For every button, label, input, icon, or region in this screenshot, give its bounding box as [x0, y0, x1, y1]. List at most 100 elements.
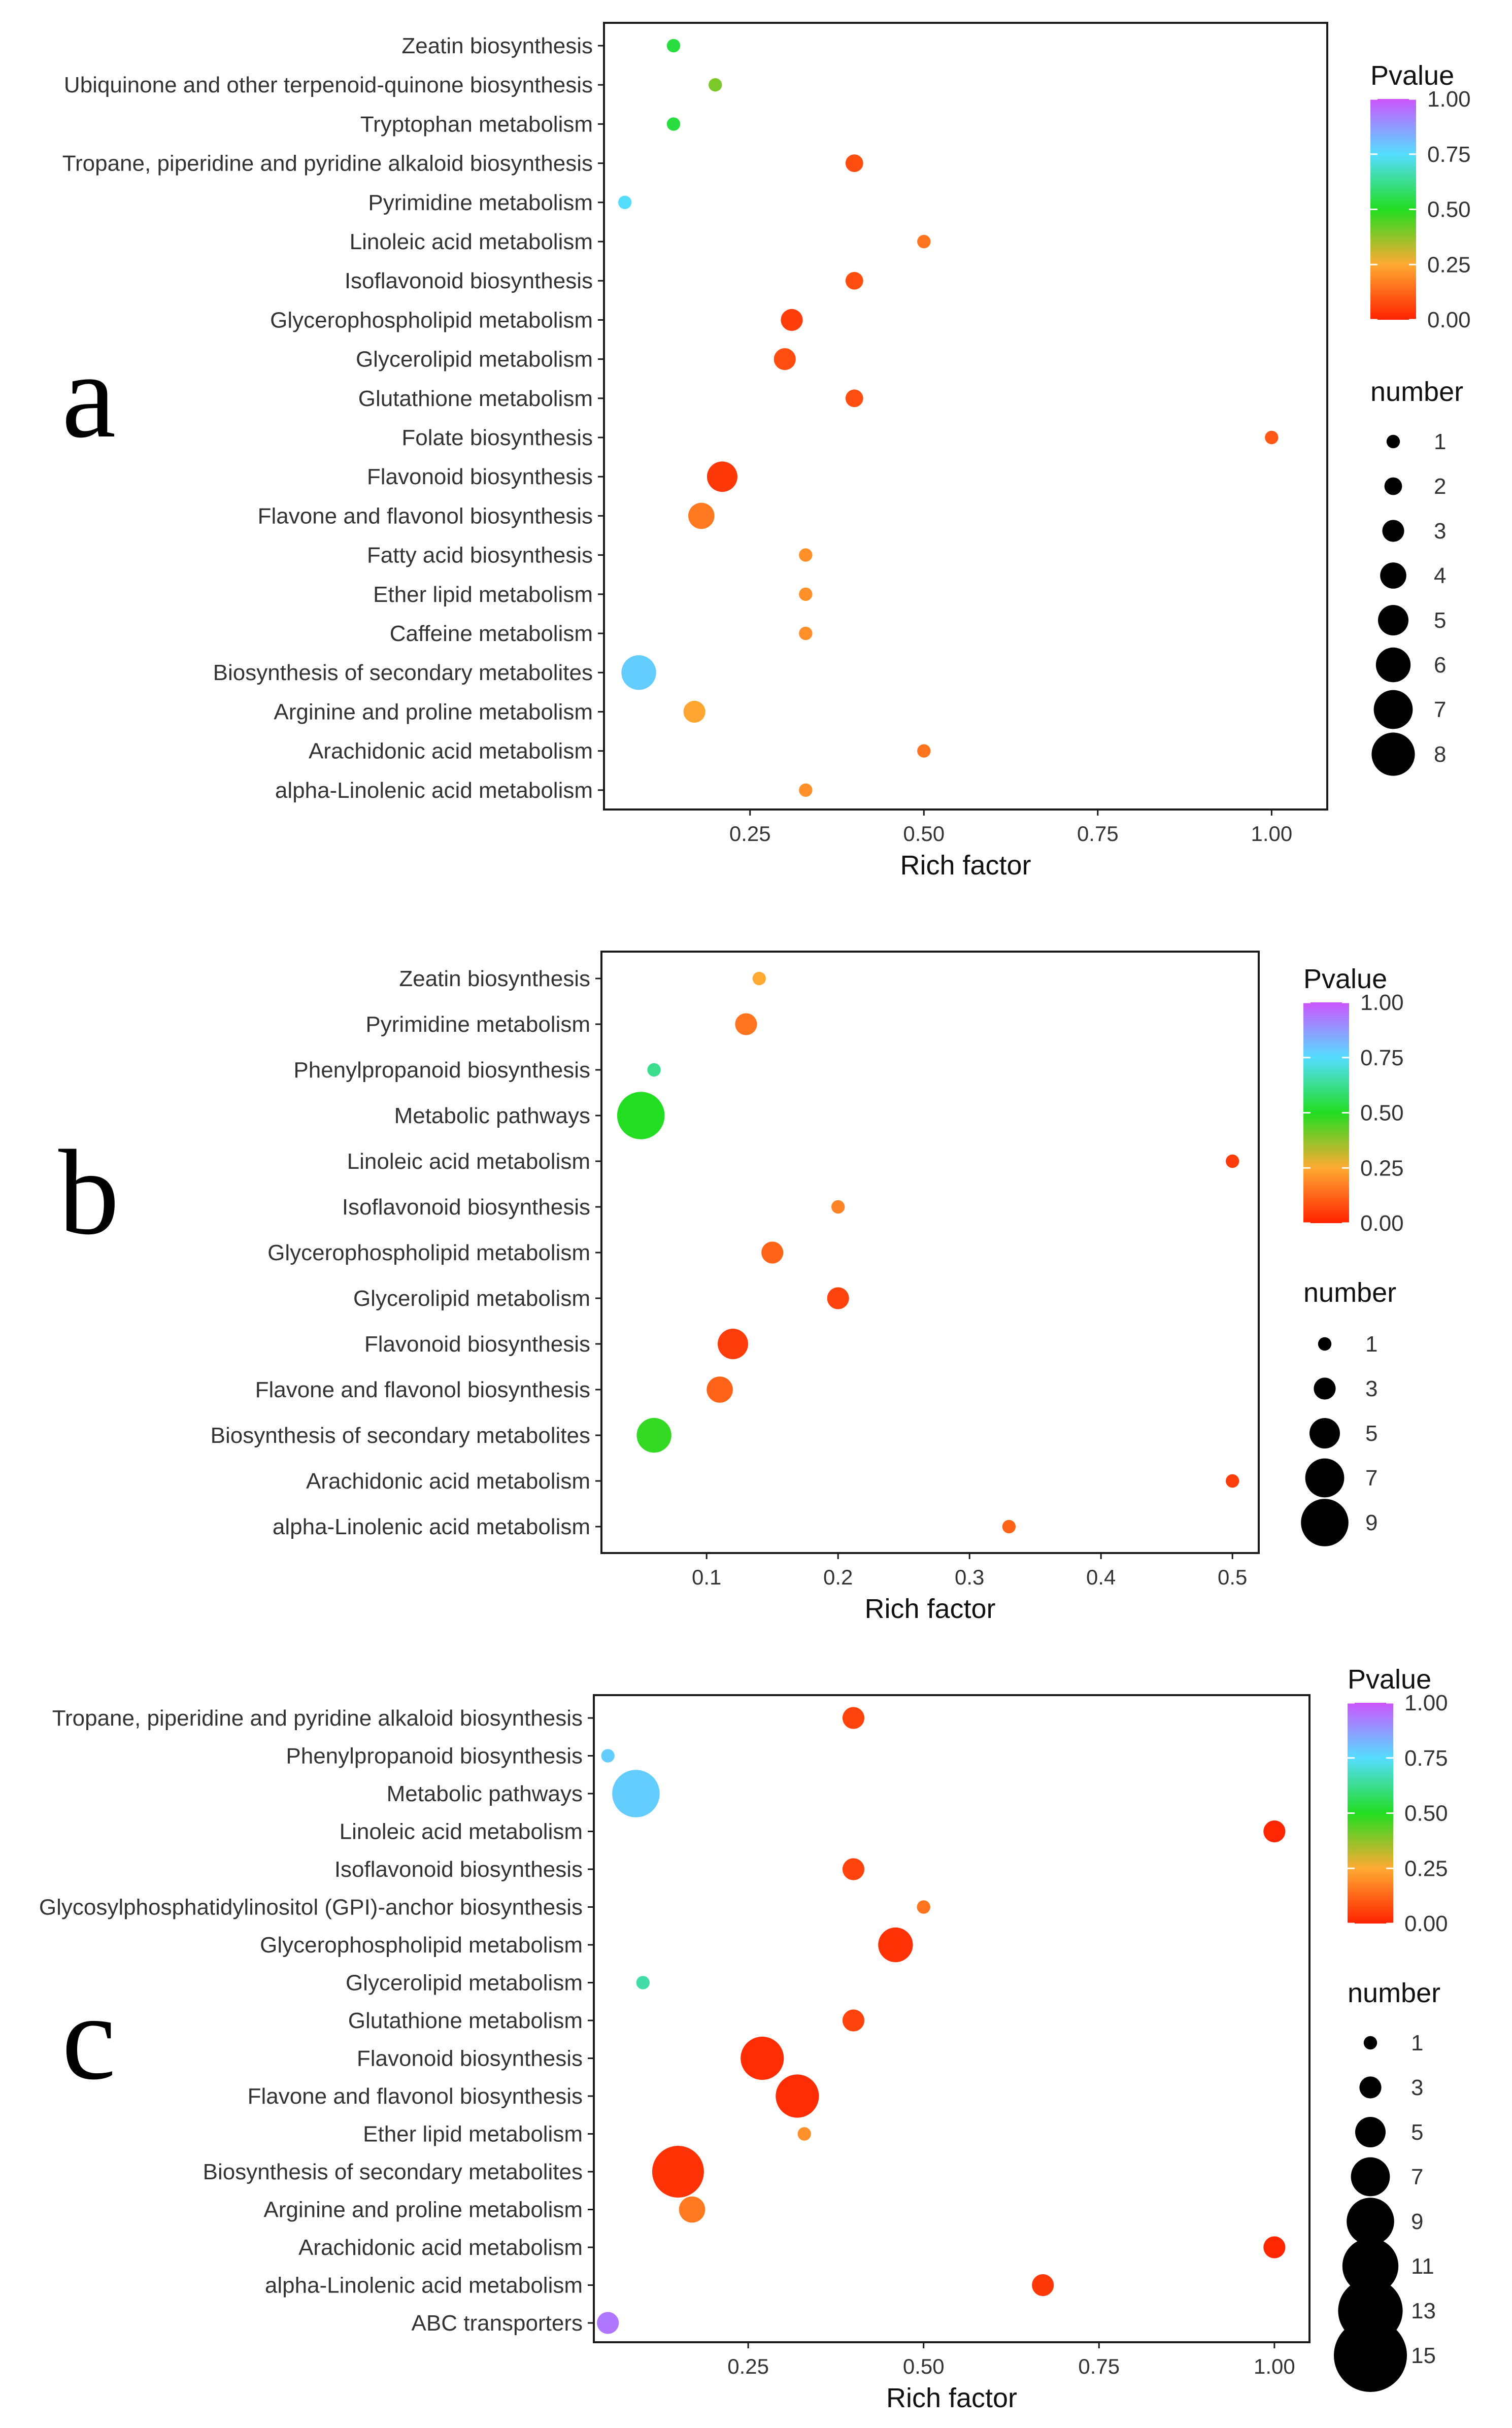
data-point	[1265, 430, 1279, 445]
data-point	[752, 971, 766, 986]
y-tick-label: Pyrimidine metabolism	[368, 190, 593, 215]
y-tick-label: Linoleic acid metabolism	[350, 229, 593, 254]
size-legend-label: 7	[1365, 1466, 1377, 1491]
color-bar-tick-label: 1.00	[1427, 87, 1471, 112]
data-point	[799, 626, 813, 640]
y-tick-label: Flavone and flavonol biosynthesis	[255, 1377, 590, 1402]
color-bar-tick-label: 0.25	[1360, 1156, 1404, 1181]
size-legend-label: 5	[1411, 2120, 1423, 2145]
data-point	[652, 2146, 704, 2198]
color-bar-tick-label: 0.50	[1404, 1801, 1448, 1826]
size-legend-label: 15	[1411, 2343, 1436, 2368]
y-tick-label: Isoflavonoid biosynthesis	[345, 268, 593, 293]
panel-letter: a	[62, 328, 116, 463]
y-tick-label: Zeatin biosynthesis	[399, 966, 590, 991]
data-point	[709, 78, 722, 92]
data-point	[842, 1858, 865, 1880]
size-legend-title: number	[1370, 377, 1463, 407]
panel-letter: b	[58, 1125, 119, 1260]
color-bar	[1348, 1703, 1393, 1924]
color-bar-tick-label: 0.25	[1427, 252, 1471, 277]
data-point	[878, 1927, 913, 1963]
data-point	[845, 389, 863, 408]
data-point	[612, 1770, 660, 1817]
y-tick-label: Linoleic acid metabolism	[347, 1149, 590, 1174]
y-tick-label: Glycerolipid metabolism	[356, 347, 593, 372]
plot-frame	[603, 22, 1328, 811]
size-legend-label: 13	[1411, 2299, 1436, 2323]
data-point	[781, 309, 803, 331]
y-tick-label: Isoflavonoid biosynthesis	[334, 1857, 583, 1882]
data-point	[647, 1063, 661, 1077]
x-axis-title: Rich factor	[900, 850, 1031, 881]
data-point	[799, 783, 813, 797]
y-tick-label: Metabolic pathways	[394, 1103, 590, 1128]
size-legend-dot	[1371, 732, 1415, 776]
size-legend-dot	[1314, 1377, 1336, 1400]
panel-b: b Zeatin biosynthesis Pyrimidine metabolis…	[58, 951, 1404, 1624]
x-tick-label: 1.00	[1254, 2354, 1295, 2378]
size-legend-label: 7	[1411, 2165, 1423, 2189]
data-point	[774, 348, 796, 370]
size-legend-dot	[1375, 647, 1411, 683]
data-point	[636, 1976, 650, 1989]
size-legend-dot	[1384, 477, 1402, 495]
x-tick-label: 0.1	[692, 1565, 721, 1589]
data-point	[741, 2036, 784, 2080]
y-tick-label: alpha-Linolenic acid metabolism	[275, 778, 593, 803]
y-tick-label: Biosynthesis of secondary metabolites	[211, 1423, 590, 1448]
size-legend-label: 11	[1411, 2254, 1434, 2279]
y-tick-label: Metabolic pathways	[387, 1781, 583, 1806]
x-tick-label: 0.2	[823, 1565, 853, 1589]
size-legend-label: 1	[1411, 2031, 1423, 2055]
color-bar-tick-label: 0.00	[1404, 1911, 1448, 1936]
data-point	[761, 1241, 784, 1264]
x-tick-label: 0.4	[1086, 1565, 1116, 1589]
size-legend-label: 6	[1434, 653, 1446, 678]
size-legend-dot	[1351, 2157, 1390, 2197]
y-tick-label: Arachidonic acid metabolism	[309, 739, 593, 764]
size-legend-dot	[1386, 434, 1400, 449]
data-point	[707, 461, 737, 492]
data-point	[799, 587, 813, 601]
data-point	[597, 2312, 619, 2334]
data-point	[827, 1287, 849, 1309]
size-legend-label: 3	[1411, 2075, 1423, 2100]
size-legend-label: 1	[1365, 1332, 1377, 1357]
color-legend-title: Pvalue	[1370, 60, 1454, 91]
size-legend-dot	[1334, 2319, 1407, 2392]
plot-frame	[593, 1694, 1311, 2343]
y-tick-label: Glutathione metabolism	[358, 386, 593, 411]
y-tick-label: Tropane, piperidine and pyridine alkaloi…	[52, 1706, 583, 1731]
size-legend-dot	[1301, 1499, 1349, 1546]
data-point	[666, 39, 681, 53]
y-tick-label: Glycerophospholipid metabolism	[270, 308, 593, 332]
y-tick-label: Pyrimidine metabolism	[365, 1012, 590, 1037]
size-legend-title: number	[1303, 1277, 1396, 1308]
color-bar-tick-label: 0.50	[1360, 1101, 1404, 1126]
size-legend-dot	[1359, 2076, 1382, 2099]
data-point	[688, 502, 715, 529]
y-tick-label: Flavonoid biosynthesis	[367, 464, 593, 489]
size-legend-label: 5	[1365, 1421, 1377, 1446]
plot-frame	[600, 951, 1260, 1554]
x-tick-label: 1.00	[1251, 822, 1293, 846]
x-tick-label: 0.5	[1218, 1565, 1247, 1589]
x-axis-title: Rich factor	[864, 1594, 995, 1624]
size-legend-dot	[1309, 1418, 1340, 1448]
data-point	[1002, 1520, 1016, 1534]
size-legend-label: 3	[1365, 1376, 1377, 1401]
data-point	[683, 700, 705, 723]
panel-a: a Zeatin biosynthesis Ubiquinone and other…	[62, 22, 1471, 881]
color-bar	[1303, 1002, 1349, 1223]
size-legend-label: 9	[1365, 1510, 1377, 1535]
data-point	[601, 1749, 615, 1763]
data-point	[679, 2196, 705, 2223]
size-legend-label: 1	[1434, 429, 1446, 454]
data-point	[842, 1707, 865, 1729]
size-legend-dot	[1382, 520, 1404, 542]
y-tick-label: Ether lipid metabolism	[363, 2122, 583, 2147]
data-point	[617, 1092, 665, 1139]
size-legend-dot	[1355, 2117, 1386, 2147]
color-bar-tick-label: 1.00	[1360, 990, 1404, 1015]
